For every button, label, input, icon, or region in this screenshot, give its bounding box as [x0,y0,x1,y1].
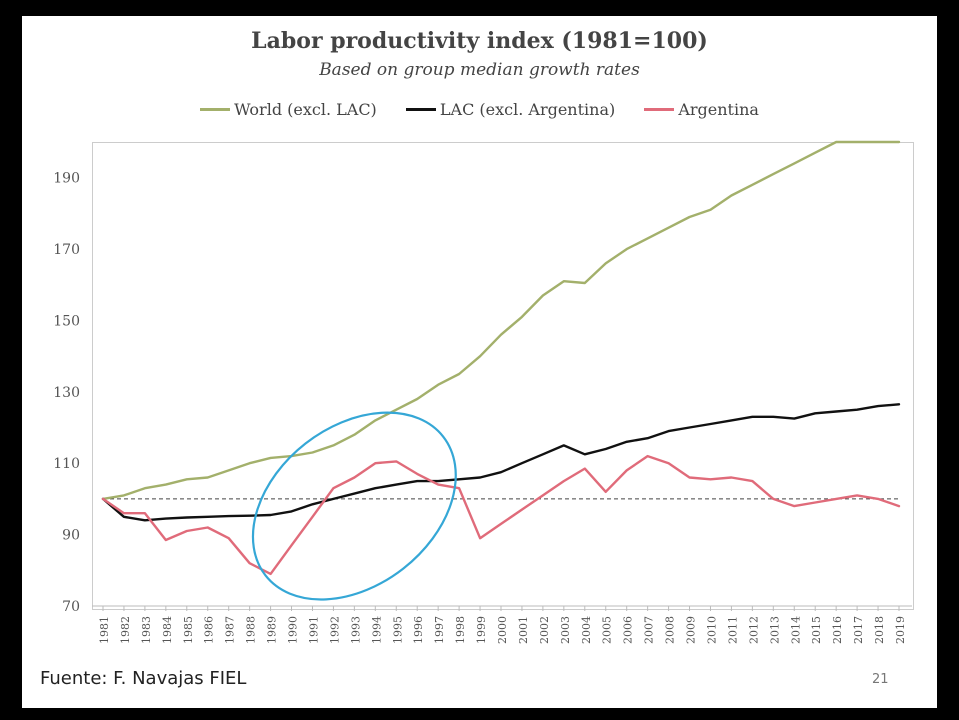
x-tick-label-1982: 1982 [119,616,132,644]
x-tick-label-1997: 1997 [433,616,446,644]
x-tick-label-1988: 1988 [245,616,258,644]
x-tick-label-2019: 2019 [894,616,907,644]
x-tick-label-2005: 2005 [601,616,614,644]
y-tick-label-70: 70 [62,599,80,615]
legend-label-lac: LAC (excl. Argentina) [439,100,616,119]
x-tick-label-1985: 1985 [182,616,195,644]
x-tick-label-1981: 1981 [98,616,111,644]
y-tick-label-150: 150 [53,313,80,329]
series-line-lac [101,403,901,522]
x-tick-label-2009: 2009 [685,616,698,644]
slide [22,16,937,708]
series-line-argentina [101,454,901,576]
x-tick-label-1990: 1990 [287,616,300,644]
x-tick-label-1987: 1987 [224,616,237,644]
legend-item-world: World (excl. LAC) [200,100,377,119]
chart-legend: World (excl. LAC) LAC (excl. Argentina) … [0,96,959,119]
x-tick-label-2000: 2000 [496,616,509,644]
plot-area [92,142,914,610]
x-tick-label-1991: 1991 [307,616,320,644]
x-tick-label-2002: 2002 [538,616,551,644]
y-tick-label-190: 190 [53,171,80,187]
x-tick-label-1995: 1995 [391,616,404,644]
x-tick-label-2017: 2017 [852,616,865,644]
x-tick-label-2015: 2015 [810,616,823,644]
x-tick-label-2003: 2003 [559,616,572,644]
chart-subtitle: Based on group median growth rates [319,60,640,80]
source-note: Fuente: F. Navajas FIEL [40,668,247,689]
x-tick-label-1984: 1984 [161,616,174,644]
x-tick-label-1993: 1993 [349,616,362,644]
x-tick-label-2012: 2012 [747,616,760,644]
y-tick-label-90: 90 [62,528,80,544]
highlight-ellipse [251,411,457,601]
page-number: 21 [872,672,889,687]
x-tick-label-1986: 1986 [203,616,216,644]
x-tick-label-1983: 1983 [140,616,153,644]
x-tick-label-2006: 2006 [622,616,635,644]
x-tick-label-1996: 1996 [412,616,425,644]
legend-label-world: World (excl. LAC) [234,100,377,119]
x-tick-label-2018: 2018 [873,616,886,644]
y-tick-label-110: 110 [53,456,80,472]
x-tick-label-1994: 1994 [370,616,383,644]
x-tick-label-2004: 2004 [580,616,593,644]
legend-swatch-lac [405,108,436,111]
chart-title: Labor productivity index (1981=100) [251,28,708,54]
x-tick-label-1998: 1998 [454,616,467,644]
x-tick-label-2014: 2014 [789,616,802,644]
legend-label-argentina: Argentina [678,100,759,119]
y-tick-label-170: 170 [53,242,80,258]
x-tick-label-2010: 2010 [705,616,718,644]
y-tick-label-130: 130 [53,385,80,401]
legend-swatch-world [200,108,231,111]
x-tick-label-1989: 1989 [266,616,279,644]
legend-item-argentina: Argentina [644,100,759,119]
series-line-world [101,140,901,501]
x-tick-label-2008: 2008 [664,616,677,644]
x-tick-label-2007: 2007 [643,616,656,644]
legend-item-lac: LAC (excl. Argentina) [405,100,616,119]
x-tick-label-2011: 2011 [726,616,739,644]
x-tick-label-2001: 2001 [517,616,530,644]
x-tick-label-2016: 2016 [831,616,844,644]
legend-swatch-argentina [644,108,675,111]
x-tick-label-1999: 1999 [475,616,488,644]
x-tick-label-2013: 2013 [768,616,781,644]
x-tick-label-1992: 1992 [328,616,341,644]
